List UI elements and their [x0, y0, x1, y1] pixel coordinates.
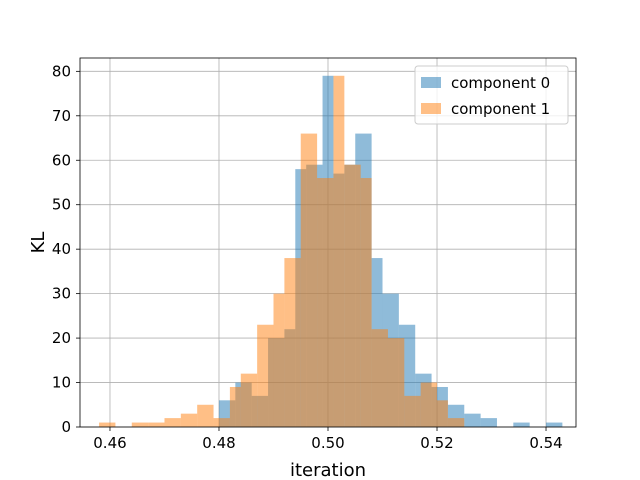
x-tick-label: 0.48: [202, 434, 235, 452]
histogram-bar-component-1: [164, 418, 181, 427]
histogram-bar-component-1: [148, 422, 165, 427]
histogram-bar-component-1: [387, 338, 405, 427]
y-tick-label: 50: [52, 196, 71, 214]
y-tick-label: 20: [52, 329, 71, 347]
histogram-bar-component-1: [180, 413, 198, 427]
legend-label-component-0: component 0: [451, 74, 550, 92]
histogram-bar-component-0: [546, 422, 563, 427]
histogram-bar-component-1: [447, 418, 465, 427]
histogram-bar-component-1: [404, 395, 421, 427]
histogram-bar-component-1: [273, 293, 285, 427]
y-tick-label: 30: [52, 285, 71, 303]
x-axis-label: iteration: [290, 460, 366, 480]
bars: [99, 75, 563, 427]
histogram-bar-component-1: [344, 164, 361, 427]
histogram-bar-component-1: [240, 373, 258, 427]
histogram-bar-component-1: [437, 400, 448, 427]
y-axis-label: KL: [28, 232, 49, 254]
legend-label-component-1: component 1: [451, 100, 550, 118]
y-tick-label: 0: [61, 418, 71, 436]
y-tick-label: 80: [52, 62, 71, 80]
y-tick-label: 70: [52, 107, 71, 125]
y-tick-label: 10: [52, 374, 71, 392]
x-tick-label: 0.52: [420, 434, 453, 452]
histogram-bar-component-1: [99, 422, 116, 427]
x-tick-label: 0.54: [529, 434, 562, 452]
y-tick-label: 60: [52, 151, 71, 169]
histogram-bar-component-1: [131, 422, 149, 427]
legend-box: [414, 65, 569, 125]
histogram-bar-component-0: [480, 418, 497, 427]
histogram-bar-component-1: [213, 418, 230, 427]
histogram-bar-component-1: [360, 178, 372, 427]
legend-swatch-component-0: [421, 77, 441, 88]
legend-swatch-component-1: [421, 103, 441, 114]
histogram-bar-component-1: [317, 178, 334, 427]
ticks: 0.46 0.48 0.50 0.52 0.54 0 10 20 30 40 50 60 70 80: [52, 62, 563, 452]
x-tick-label: 0.46: [93, 434, 126, 452]
histogram-bar-component-1: [229, 386, 241, 427]
x-tick-label: 0.50: [311, 434, 344, 452]
histogram-bar-component-0: [464, 413, 481, 427]
histogram-bar-component-1: [371, 329, 388, 427]
histogram-bar-component-1: [333, 75, 345, 427]
legend: component 0 component 1: [414, 65, 569, 125]
histogram-bar-component-1: [197, 404, 214, 427]
histogram-bar-component-0: [513, 422, 530, 427]
y-tick-label: 40: [52, 240, 71, 258]
histogram-bar-component-1: [284, 258, 301, 427]
histogram-bar-component-1: [420, 382, 438, 427]
histogram-bar-component-1: [257, 324, 274, 427]
histogram-bar-component-1: [300, 133, 318, 427]
